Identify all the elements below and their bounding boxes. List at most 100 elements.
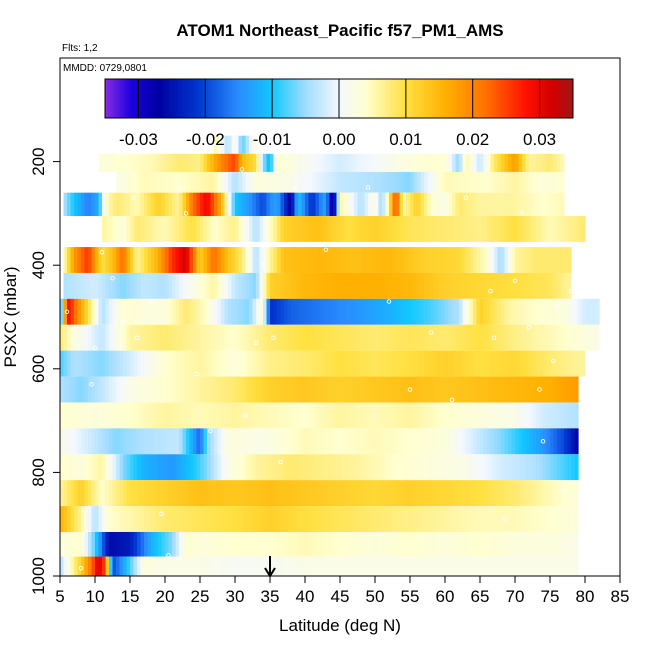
heatmap-cell — [515, 215, 520, 242]
heatmap-cell — [270, 480, 275, 507]
heatmap-cell — [137, 247, 142, 273]
colorbar-swatch — [339, 79, 343, 118]
heatmap-cell — [186, 171, 191, 193]
heatmap-cell — [137, 454, 142, 481]
heatmap-cell — [354, 480, 359, 507]
heatmap-cell — [84, 454, 89, 481]
heatmap-cell — [175, 556, 180, 576]
heatmap-cell — [518, 247, 523, 273]
heatmap-cell — [109, 272, 114, 299]
heatmap-cell — [350, 428, 355, 455]
heatmap-cell — [536, 556, 541, 576]
heatmap-cell — [529, 428, 534, 455]
heatmap-cell — [581, 350, 586, 377]
heatmap-cell — [445, 247, 450, 273]
heatmap-cell — [476, 454, 481, 481]
heatmap-cell — [399, 247, 404, 273]
heatmap-cell — [403, 247, 408, 273]
heatmap-cell — [448, 247, 453, 273]
heatmap-cell — [354, 428, 359, 455]
heatmap-cell — [382, 192, 387, 216]
heatmap-cell — [403, 531, 408, 557]
heatmap-cell — [455, 480, 460, 507]
heatmap-cell — [462, 556, 467, 576]
heatmap-cell — [361, 376, 366, 403]
heatmap-cell — [259, 428, 264, 455]
heatmap-cell — [63, 324, 68, 351]
heatmap-cell — [483, 556, 488, 576]
heatmap-cell — [571, 298, 576, 325]
heatmap-cell — [389, 153, 394, 172]
heatmap-cell — [196, 153, 201, 172]
heatmap-cell — [389, 350, 394, 377]
heatmap-cell — [396, 402, 401, 429]
heatmap-cell — [427, 171, 432, 193]
colorbar-swatch — [492, 79, 496, 118]
heatmap-cell — [301, 153, 306, 172]
colorbar-swatch — [292, 79, 296, 118]
heatmap-cell — [564, 428, 569, 455]
heatmap-cell — [88, 350, 93, 377]
heatmap-cell — [333, 531, 338, 557]
heatmap-cell — [154, 531, 159, 557]
heatmap-cell — [543, 192, 548, 216]
heatmap-cell — [98, 531, 103, 557]
heatmap-cell — [259, 376, 264, 403]
heatmap-cell — [280, 324, 285, 351]
heatmap-cell — [434, 272, 439, 299]
heatmap-cell — [305, 506, 310, 532]
heatmap-cell — [368, 192, 373, 216]
heatmap-cell — [508, 480, 513, 507]
heatmap-cell — [532, 454, 537, 481]
heatmap-cell — [487, 428, 492, 455]
heatmap-cell — [350, 272, 355, 299]
heatmap-cell — [102, 556, 107, 576]
heatmap-cell — [466, 324, 471, 351]
heatmap-cell — [154, 298, 159, 325]
heatmap-cell — [368, 402, 373, 429]
heatmap-cell — [158, 506, 163, 532]
heatmap-cell — [74, 350, 79, 377]
heatmap-cell — [130, 480, 135, 507]
heatmap-cell — [235, 153, 240, 172]
heatmap-cell — [186, 272, 191, 299]
heatmap-cell — [413, 531, 418, 557]
heatmap-cell — [193, 298, 198, 325]
heatmap-cell — [371, 192, 376, 216]
heatmap-cell — [91, 480, 96, 507]
heatmap-cell — [336, 153, 341, 172]
heatmap-cell — [70, 247, 75, 273]
heatmap-cell — [508, 376, 513, 403]
heatmap-cell — [140, 480, 145, 507]
heatmap-cell — [63, 428, 68, 455]
heatmap-cell — [385, 506, 390, 532]
heatmap-cell — [109, 454, 114, 481]
heatmap-cell — [522, 531, 527, 557]
heatmap-cell — [553, 192, 558, 216]
heatmap-cell — [158, 153, 163, 172]
heatmap-cell — [410, 215, 415, 242]
heatmap-cell — [280, 480, 285, 507]
heatmap-cell — [371, 402, 376, 429]
heatmap-cell — [560, 192, 565, 216]
heatmap-cell — [487, 556, 492, 576]
heatmap-cell — [207, 454, 212, 481]
heatmap-cell — [368, 215, 373, 242]
heatmap-cell — [448, 428, 453, 455]
heatmap-cell — [242, 135, 247, 154]
heatmap-cell — [158, 272, 163, 299]
heatmap-cell — [522, 247, 527, 273]
heatmap-cell — [364, 428, 369, 455]
heatmap-cell — [455, 506, 460, 532]
heatmap-cell — [301, 402, 306, 429]
heatmap-cell — [179, 153, 184, 172]
sample-point — [64, 309, 70, 315]
heatmap-cell — [270, 192, 275, 216]
heatmap-cell — [88, 272, 93, 299]
heatmap-cell — [567, 298, 572, 325]
heatmap-cell — [406, 192, 411, 216]
heatmap-cell — [228, 350, 233, 377]
heatmap-cell — [95, 531, 100, 557]
heatmap-cell — [490, 298, 495, 325]
heatmap-cell — [511, 171, 516, 193]
